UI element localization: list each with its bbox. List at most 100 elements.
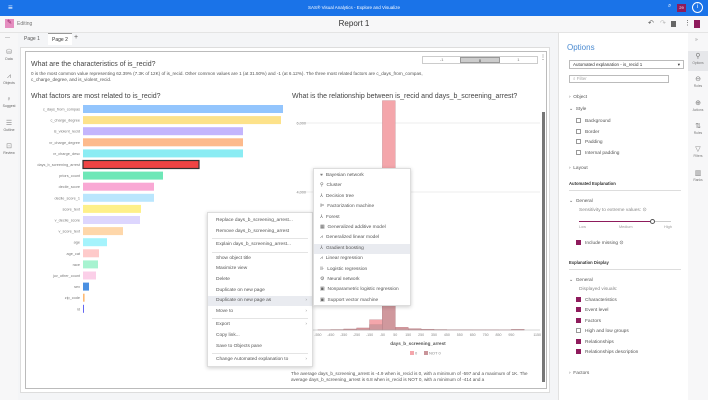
- section-style[interactable]: ⌄ Style: [569, 107, 587, 112]
- slider-handle[interactable]: [650, 219, 656, 224]
- save-icon[interactable]: [671, 21, 676, 27]
- value-button[interactable]: -1: [439, 57, 444, 62]
- menu-item[interactable]: Remove days_b_screening_arrest: [208, 227, 312, 237]
- edit-icon[interactable]: ✎: [5, 19, 14, 28]
- factor-bar[interactable]: [83, 216, 140, 224]
- model-option[interactable]: ⅄ Gradient boosting: [314, 243, 410, 254]
- factor-bar[interactable]: [83, 238, 107, 247]
- checkbox[interactable]: [576, 317, 581, 323]
- help-icon[interactable]: ⊙: [642, 208, 647, 213]
- model-option[interactable]: ▣ Support vector machine: [314, 296, 410, 306]
- menu-item[interactable]: Replace days_b_screening_arrest...: [208, 216, 312, 226]
- object-select[interactable]: Automated explanation - is_recid 1 ▾: [569, 60, 684, 69]
- visual-event-level-checkbox[interactable]: Event level: [576, 307, 608, 313]
- menu-item[interactable]: Delete: [208, 275, 312, 285]
- factor-bar[interactable]: [83, 249, 99, 258]
- pane-tab-filters[interactable]: ▽ Filters: [688, 144, 708, 164]
- checkbox[interactable]: [576, 338, 581, 344]
- menu-item[interactable]: Duplicate on new page as ›: [208, 296, 312, 307]
- factor-bar[interactable]: [83, 138, 243, 147]
- factor-bar[interactable]: [83, 149, 243, 158]
- model-option[interactable]: ⅄ Decision tree: [314, 192, 410, 202]
- histogram-bar[interactable]: [369, 324, 383, 331]
- checkbox[interactable]: [576, 307, 581, 313]
- factor-bar[interactable]: [83, 193, 154, 202]
- menu-item[interactable]: Explain days_b_screening_arrest...: [208, 240, 312, 250]
- collapse-pane-icon[interactable]: »: [695, 37, 698, 43]
- histogram-bar[interactable]: [395, 327, 409, 331]
- checkbox[interactable]: [576, 128, 581, 134]
- menu-item[interactable]: Maximize view: [208, 264, 312, 274]
- factor-bar[interactable]: [83, 282, 89, 291]
- model-option[interactable]: ⚹ Bayesian network: [314, 171, 410, 181]
- model-option[interactable]: ⩘ Generalized linear model: [314, 233, 410, 243]
- checkbox[interactable]: [576, 240, 581, 245]
- pane-tab-ranks[interactable]: ▥ Ranks: [688, 168, 708, 188]
- model-option[interactable]: ⩘ Linear regression: [314, 254, 410, 264]
- menu-item[interactable]: Copy link...: [208, 331, 312, 341]
- menu-item[interactable]: Export ›: [208, 320, 312, 330]
- style-internal-padding-checkbox[interactable]: Internal padding: [576, 149, 619, 155]
- visual-factors-checkbox[interactable]: Factors: [576, 317, 601, 324]
- nav-suggest[interactable]: ♀ Suggest: [0, 96, 18, 108]
- checkbox[interactable]: [576, 297, 581, 302]
- pane-tab-rules[interactable]: ⇅ Rules: [688, 121, 708, 141]
- legend-label[interactable]: 0: [415, 351, 418, 356]
- section-layout[interactable]: › Layout: [569, 166, 588, 171]
- factor-bar[interactable]: [82, 159, 200, 170]
- undo-icon[interactable]: ↶: [648, 20, 654, 27]
- model-option[interactable]: ⅄ Forest: [314, 213, 410, 223]
- add-page-icon[interactable]: +: [74, 34, 79, 41]
- section-general[interactable]: ⌄ General: [569, 199, 593, 204]
- model-option[interactable]: ⊪ Logistic regression: [314, 265, 410, 275]
- pane-tab-roles[interactable]: ⊖ Roles: [688, 74, 708, 94]
- style-background-checkbox[interactable]: Background: [576, 118, 611, 124]
- sensitivity-slider[interactable]: [579, 219, 671, 224]
- factor-bar[interactable]: [83, 204, 141, 213]
- nav-review[interactable]: ⊡ Review: [0, 143, 18, 155]
- checkbox[interactable]: [576, 139, 581, 144]
- filter-input[interactable]: ⌕ Filter: [569, 75, 669, 83]
- section-general-display[interactable]: ⌄ General: [569, 278, 593, 283]
- include-missing-checkbox[interactable]: Include missing ⊙: [576, 240, 623, 246]
- nav-data[interactable]: ⛁ Data: [0, 49, 18, 61]
- factor-bar[interactable]: [83, 304, 84, 313]
- help-icon[interactable]: ⊙: [619, 240, 624, 246]
- collapse-icon[interactable]: —: [5, 35, 10, 41]
- section-object[interactable]: › Object: [569, 95, 588, 100]
- menu-icon[interactable]: ≡: [8, 3, 13, 12]
- visual-high-and-low-groups-checkbox[interactable]: High and low groups: [576, 328, 629, 334]
- notification-badge[interactable]: 29: [677, 4, 686, 12]
- search-icon[interactable]: ⌕: [668, 3, 672, 9]
- legend-label[interactable]: NOT 0: [429, 351, 441, 356]
- menu-item[interactable]: Show object title: [208, 254, 312, 264]
- factor-bar[interactable]: [83, 127, 243, 136]
- pane-tab-options[interactable]: ⚲ Options: [688, 51, 708, 71]
- style-padding-checkbox[interactable]: Padding: [576, 139, 603, 145]
- tab-page-2[interactable]: Page 2: [48, 33, 72, 45]
- style-border-checkbox[interactable]: Border: [576, 128, 599, 134]
- pane-toggle-icon[interactable]: [694, 20, 700, 28]
- menu-item[interactable]: Duplicate on new page: [208, 286, 312, 296]
- visual-characteristics-checkbox[interactable]: Characteristics: [576, 297, 617, 303]
- factor-bar[interactable]: [83, 105, 283, 113]
- nav-outline[interactable]: ☰ Outline: [0, 120, 18, 132]
- factor-bar[interactable]: [83, 293, 85, 302]
- section-factors[interactable]: › Factors: [569, 371, 590, 376]
- more-icon[interactable]: ⋮: [684, 20, 691, 27]
- factor-bar[interactable]: [83, 182, 154, 191]
- model-option[interactable]: ▣ Nonparametric logistic regression: [314, 285, 410, 295]
- value-button-selected[interactable]: 0: [460, 57, 500, 63]
- factor-bar[interactable]: [83, 271, 96, 280]
- scrollbar[interactable]: [542, 112, 545, 382]
- menu-item[interactable]: Move to ›: [208, 307, 312, 317]
- checkbox[interactable]: [576, 349, 581, 354]
- factor-bar[interactable]: [83, 171, 163, 180]
- value-button[interactable]: 1: [517, 57, 520, 62]
- model-option[interactable]: ⚲ Cluster: [314, 181, 410, 191]
- checkbox[interactable]: [576, 328, 581, 334]
- menu-item[interactable]: Save to Objects pane: [208, 342, 312, 352]
- factor-bar[interactable]: [83, 227, 123, 236]
- user-icon[interactable]: i: [692, 2, 703, 13]
- redo-icon[interactable]: ↷: [660, 20, 666, 27]
